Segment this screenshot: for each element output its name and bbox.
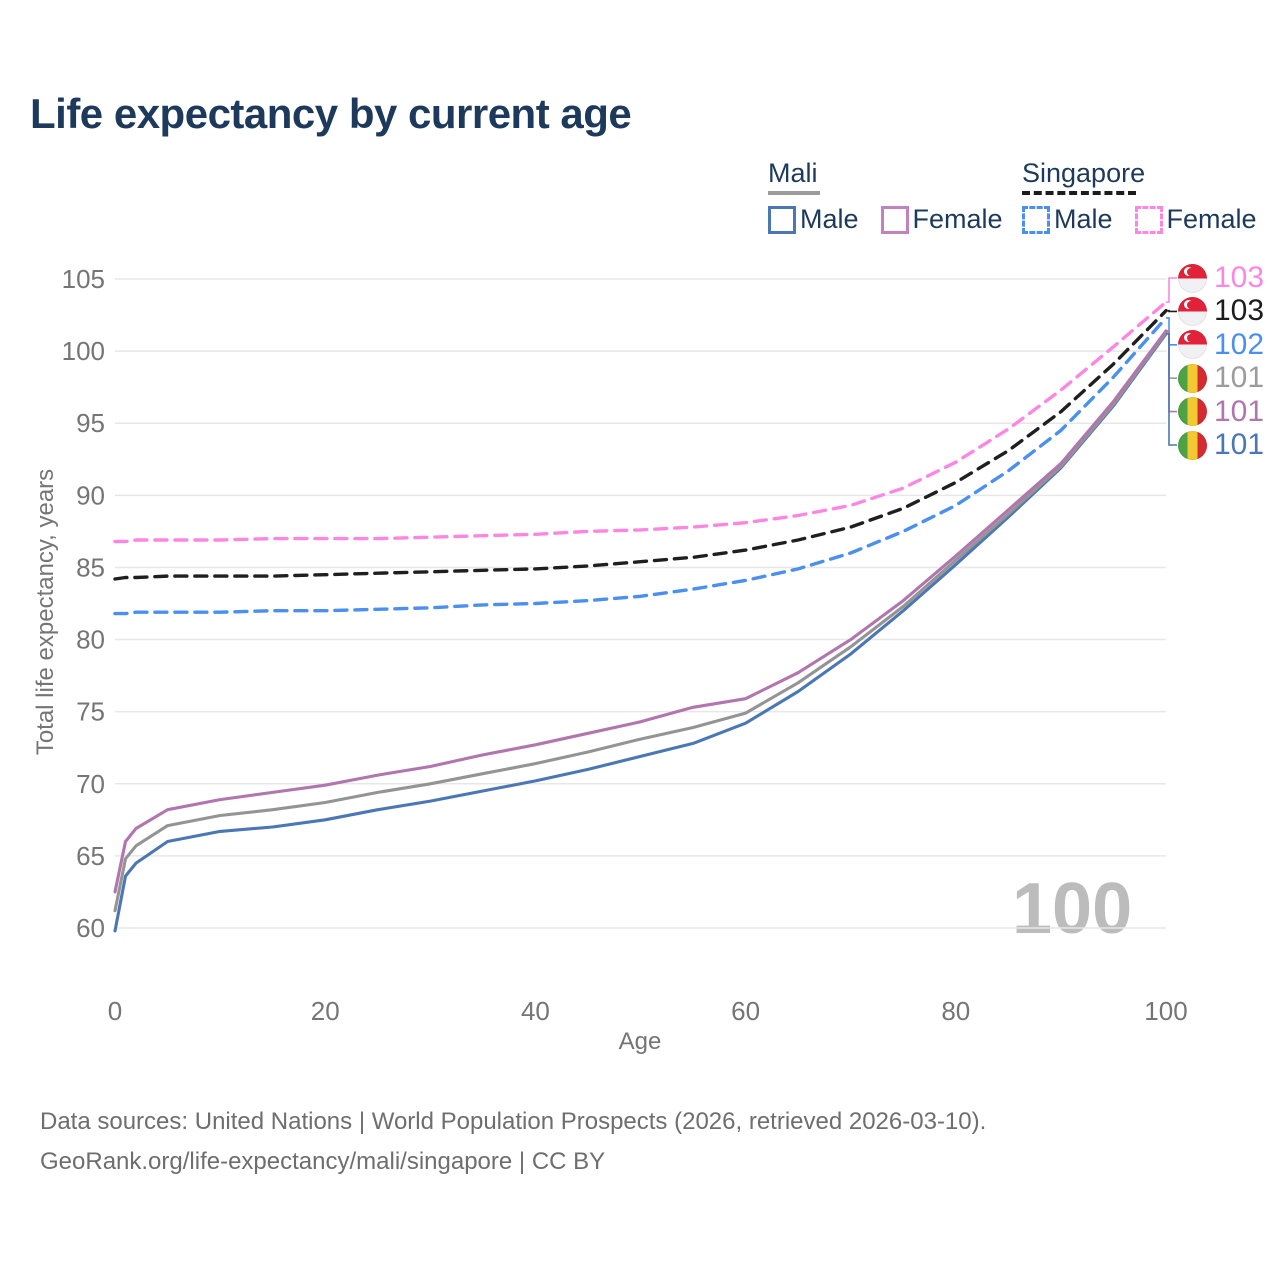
y-tick-label: 95 [76, 408, 105, 438]
series-line-singapore-male [113, 316, 1168, 616]
end-label-value: 102 [1214, 327, 1265, 361]
x-tick-label: 80 [941, 996, 970, 1026]
singapore-flag-icon [1178, 296, 1207, 326]
y-tick-label: 100 [62, 336, 105, 366]
data-sources-text: Data sources: United Nations | World Pop… [40, 1108, 987, 1135]
end-label-leader [1166, 277, 1177, 303]
mali-female-swatch [880, 205, 909, 234]
end-label-mali-female: 101 [1178, 394, 1265, 428]
attribution-text: GeoRank.org/life-expectancy/mali/singapo… [40, 1148, 606, 1175]
mali-male-swatch [768, 205, 796, 234]
series-line-singapore-both-sexes [113, 309, 1168, 581]
legend-mali-title: Mali [768, 158, 818, 188]
age-indicator-watermark: 100 [1012, 869, 1133, 949]
legend-singapore-header[interactable]: Singapore [1022, 158, 1257, 195]
legend-entry-mali-female[interactable]: Female [880, 204, 1003, 235]
y-tick-label: 70 [76, 769, 105, 799]
end-label-mali-both-sexes: 101 [1178, 363, 1264, 393]
end-label-singapore-female: 103 [1178, 263, 1264, 293]
singapore-male-swatch [1022, 205, 1050, 234]
end-label-value: 101 [1214, 361, 1265, 395]
legend-group-singapore: Singapore Male Female [1022, 158, 1257, 235]
y-tick-label: 75 [76, 697, 105, 727]
legend-group-mali: Mali Male Female [768, 158, 1003, 235]
legend-mali-header[interactable]: Mali [768, 158, 1003, 195]
legend-entry-mali-male[interactable]: Male [768, 204, 859, 235]
y-tick-label: 65 [76, 841, 105, 871]
singapore-line-sample [1022, 191, 1136, 195]
series-line-mali-male [113, 332, 1168, 933]
legend-label: Female [1166, 204, 1257, 234]
end-label-value: 101 [1214, 428, 1265, 461]
mali-flag-icon [1178, 430, 1207, 460]
page-title: Life expectancy by current age [30, 90, 632, 137]
legend-label: Male [1054, 204, 1113, 234]
mali-flag-icon [1178, 363, 1207, 393]
y-tick-label: 60 [76, 913, 105, 943]
legend-label: Female [912, 204, 1003, 234]
y-tick-label: 80 [76, 625, 105, 655]
y-tick-label: 105 [62, 264, 105, 294]
end-label-leader [1166, 332, 1177, 446]
legend-entry-singapore-female[interactable]: Female [1134, 204, 1257, 235]
end-label-value: 103 [1214, 294, 1265, 328]
x-tick-label: 0 [108, 996, 122, 1026]
end-label-leader [1166, 331, 1177, 380]
singapore-flag-icon [1178, 330, 1207, 360]
x-tick-label: 40 [521, 996, 550, 1026]
end-label-value: 101 [1214, 394, 1265, 428]
x-tick-label: 60 [731, 996, 760, 1026]
legend-entry-singapore-male[interactable]: Male [1022, 204, 1113, 235]
x-tick-label: 100 [1144, 996, 1187, 1026]
y-axis-title: Total life expectancy, years [32, 468, 59, 756]
singapore-female-swatch [1134, 205, 1163, 234]
x-axis-title: Age [618, 1028, 662, 1055]
y-tick-label: 90 [76, 480, 105, 510]
series-line-mali-female [113, 329, 1168, 894]
legend-label: Male [800, 204, 859, 234]
mali-line-sample [768, 191, 820, 195]
mali-flag-icon [1178, 397, 1207, 427]
end-label-singapore-both-sexes: 103 [1178, 296, 1264, 326]
series-line-mali-both-sexes [113, 330, 1168, 913]
end-label-mali-male: 101 [1178, 430, 1264, 460]
end-label-singapore-male: 102 [1178, 327, 1265, 361]
y-tick-label: 85 [76, 552, 105, 582]
end-label-value: 103 [1214, 261, 1265, 294]
x-tick-label: 20 [311, 996, 340, 1026]
singapore-flag-icon [1178, 263, 1207, 293]
series-line-singapore-female [113, 300, 1168, 544]
legend-singapore-title: Singapore [1022, 158, 1146, 188]
end-label-leader [1166, 309, 1177, 313]
end-label-leader [1166, 330, 1177, 413]
